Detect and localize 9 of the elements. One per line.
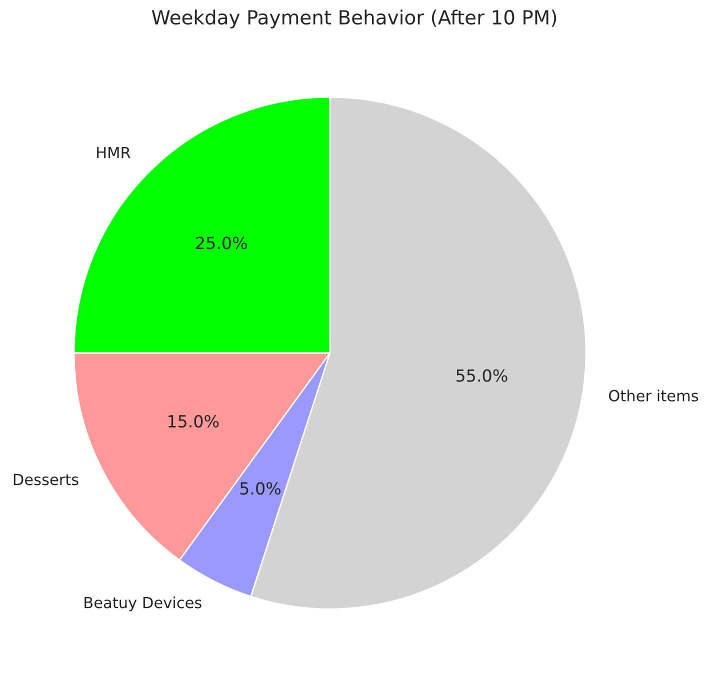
data-label: 25.0% bbox=[196, 236, 247, 250]
slice-label: HMR bbox=[97, 146, 130, 158]
slice-label: Beatuy Devices bbox=[84, 596, 202, 612]
slice-label: Desserts bbox=[14, 474, 78, 486]
data-label: 15.0% bbox=[168, 414, 219, 428]
data-label: 5.0% bbox=[240, 482, 281, 495]
chart-title: Weekday Payment Behavior (After 10 PM) bbox=[152, 10, 556, 28]
slice-label: Other items bbox=[608, 390, 698, 402]
data-label: 55.0% bbox=[456, 369, 508, 382]
